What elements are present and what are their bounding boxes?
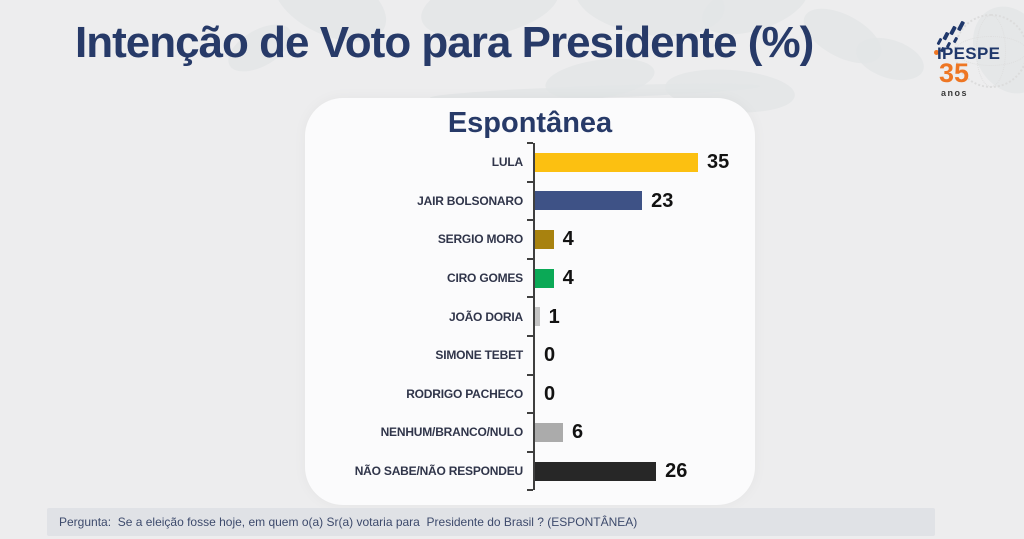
chart-row: LULA 35 — [305, 142, 755, 182]
value-label: 1 — [548, 305, 560, 328]
chart-card: Espontânea LULA 35 JAIR BOLSONARO 23 SERGIO … — [305, 98, 755, 505]
chart-row: NENHUM/BRANCO/NULO 6 — [305, 412, 755, 452]
logo-anniversary-label: anos — [941, 88, 969, 98]
category-label: LULA — [491, 155, 523, 170]
chart-row: SIMONE TEBET 0 — [305, 334, 755, 375]
value-label: 23 — [651, 189, 674, 212]
globe-icon — [954, 14, 1024, 88]
bar-area: 4 — [527, 219, 755, 259]
value-label: 35 — [707, 151, 730, 174]
chart-row: NÃO SABE/NÃO RESPONDEU 26 — [305, 450, 755, 491]
question-text: Pergunta: Se a eleição fosse hoje, em qu… — [59, 515, 638, 529]
category-label: JOÃO DORIA — [448, 309, 523, 324]
chart-row: JAIR BOLSONARO 23 — [305, 180, 755, 221]
value-label: 4 — [562, 267, 574, 290]
bar — [535, 268, 554, 288]
chart-row: RODRIGO PACHECO 0 — [305, 373, 755, 414]
chart-title: Espontânea — [447, 107, 613, 139]
logo-anniversary-number: 35 — [939, 58, 970, 88]
bar — [535, 191, 643, 211]
category-label: NENHUM/BRANCO/NULO — [380, 425, 524, 440]
globe-parallel — [955, 36, 1024, 66]
value-label: 4 — [562, 228, 574, 251]
category-label: RODRIGO PACHECO — [406, 386, 523, 401]
bar-area: 1 — [527, 296, 755, 336]
value-label: 0 — [544, 382, 556, 405]
bar-area: 26 — [527, 450, 755, 491]
logo-dash-icon — [949, 25, 957, 36]
category-label: CIRO GOMES — [446, 271, 523, 286]
chart-row: JOÃO DORIA 1 — [305, 296, 755, 336]
bar — [535, 307, 540, 327]
chart-row: SERGIO MORO 4 — [305, 219, 755, 259]
chart-row: CIRO GOMES 4 — [305, 257, 755, 298]
bar-area: 6 — [527, 412, 755, 452]
category-label: JAIR BOLSONARO — [417, 193, 523, 208]
logo-orange-dot-icon — [934, 50, 939, 55]
value-label: 26 — [665, 460, 688, 483]
bar-area: 35 — [527, 142, 755, 182]
bar — [535, 461, 657, 481]
ipespe-logo: IPESPE 35 anos — [928, 12, 1024, 100]
value-label: 6 — [571, 421, 584, 444]
bar-chart: LULA 35 JAIR BOLSONARO 23 SERGIO MORO 4 CIRO G… — [305, 142, 755, 491]
bar-area: 0 — [527, 373, 755, 414]
bar-area: 4 — [527, 257, 755, 298]
category-label: SIMONE TEBET — [435, 348, 523, 363]
bar — [535, 422, 563, 442]
bar — [535, 152, 699, 172]
category-label: SERGIO MORO — [437, 232, 523, 247]
bar-area: 0 — [527, 334, 755, 375]
category-label: NÃO SABE/NÃO RESPONDEU — [354, 464, 523, 479]
question-bar: Pergunta: Se a eleição fosse hoje, em qu… — [47, 508, 935, 536]
page-title: Intenção de Voto para Presidente (%) — [75, 18, 814, 67]
bar-area: 23 — [527, 180, 755, 221]
logo-brand-text: IPESPE — [937, 44, 1001, 63]
value-label: 0 — [544, 344, 556, 367]
bar — [535, 229, 554, 249]
